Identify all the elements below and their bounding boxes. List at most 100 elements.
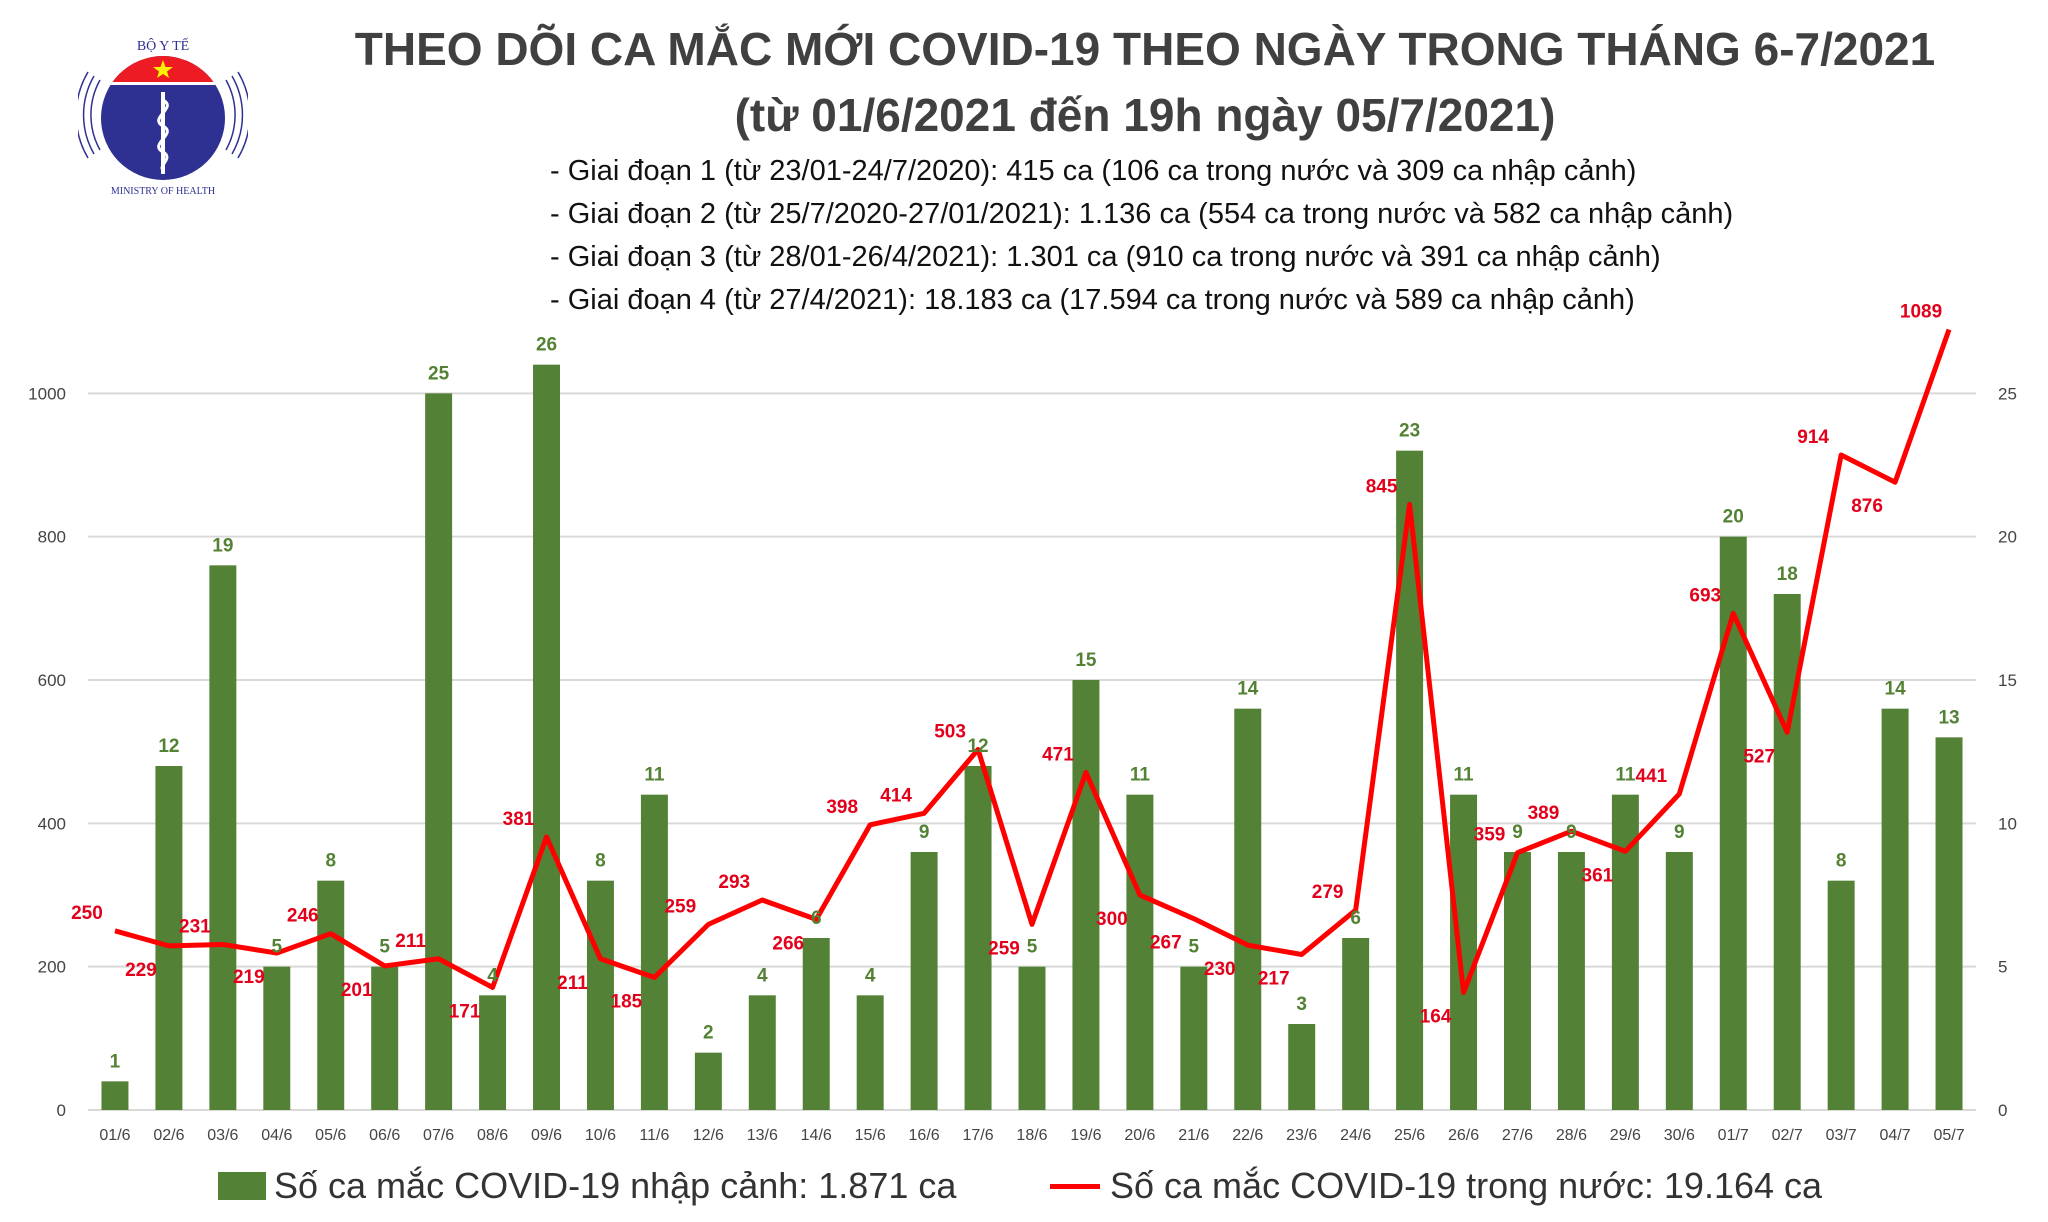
- left-axis-tick: 1000: [28, 384, 66, 403]
- x-axis-tick: 24/6: [1340, 1127, 1371, 1144]
- bar: [694, 1052, 722, 1110]
- right-axis-tick: 15: [1998, 671, 2017, 690]
- line-data-label: 259: [664, 896, 696, 917]
- bar: [155, 766, 183, 1110]
- line-data-label: 259: [988, 938, 1020, 959]
- bar: [1126, 794, 1154, 1110]
- phase-note: - Giai đoạn 2 (từ 25/7/2020-27/01/2021):…: [550, 198, 1734, 230]
- line-data-label: 845: [1366, 476, 1398, 497]
- x-axis-tick: 04/6: [261, 1127, 292, 1144]
- right-axis-tick: 10: [1998, 814, 2017, 833]
- x-axis-tick: 11/6: [639, 1127, 669, 1144]
- line-data-label: 914: [1797, 427, 1829, 448]
- x-axis-tick: 09/6: [531, 1127, 562, 1144]
- bar-data-label: 9: [1512, 822, 1523, 843]
- x-axis-tick: 25/6: [1394, 1127, 1425, 1144]
- x-axis-tick: 21/6: [1178, 1127, 1209, 1144]
- bar: [856, 995, 884, 1110]
- line-data-label: 201: [341, 980, 373, 1001]
- line-data-label: 171: [449, 1001, 481, 1022]
- bar-data-label: 5: [1027, 937, 1038, 958]
- right-axis-tick: 0: [1998, 1101, 2007, 1120]
- bar: [101, 1081, 129, 1110]
- x-axis-tick: 22/6: [1232, 1127, 1263, 1144]
- line-data-label: 300: [1096, 909, 1128, 930]
- line-data-label: 279: [1312, 882, 1344, 903]
- line-data-label: 503: [934, 722, 966, 743]
- bar-data-label: 14: [1885, 679, 1907, 700]
- legend-line-swatch: [1050, 1183, 1100, 1189]
- bar: [1935, 737, 1963, 1110]
- x-axis-tick: 05/7: [1933, 1127, 1964, 1144]
- bar: [425, 393, 453, 1110]
- line-data-label: 414: [880, 785, 912, 806]
- line-data-label: 217: [1258, 968, 1290, 989]
- bar: [1881, 708, 1909, 1110]
- x-axis-tick: 26/6: [1448, 1127, 1479, 1144]
- bar-data-label: 5: [379, 937, 390, 958]
- bar-data-label: 14: [1237, 679, 1259, 700]
- bar-data-label: 18: [1777, 564, 1798, 585]
- bar-data-label: 13: [1938, 707, 1959, 728]
- line-data-label: 389: [1528, 803, 1560, 824]
- svg-text:BỘ Y TẾ: BỘ Y TẾ: [137, 37, 189, 54]
- bar-data-label: 8: [1836, 851, 1847, 872]
- bar: [1018, 966, 1046, 1110]
- bar-data-label: 8: [325, 851, 336, 872]
- bar: [1342, 938, 1370, 1110]
- legend-bar: Số ca mắc COVID-19 nhập cảnh: 1.871 ca: [218, 1165, 956, 1207]
- bar: [371, 966, 399, 1110]
- bar-data-label: 15: [1075, 650, 1097, 671]
- phase-note: - Giai đoạn 3 (từ 28/01-26/4/2021): 1.30…: [550, 241, 1661, 273]
- bar-data-label: 11: [1130, 765, 1151, 786]
- line-data-label: 359: [1474, 825, 1506, 846]
- line-data-label: 211: [557, 973, 588, 994]
- bar-data-label: 9: [1566, 822, 1577, 843]
- phase-note: - Giai đoạn 1 (từ 23/01-24/7/2020): 415 …: [550, 155, 1637, 187]
- line-data-label: 229: [125, 960, 157, 981]
- x-axis-tick: 28/6: [1556, 1127, 1587, 1144]
- line-data-label: 267: [1150, 933, 1182, 954]
- bar: [1557, 852, 1585, 1110]
- bar-data-label: 4: [487, 965, 498, 986]
- bar: [1665, 852, 1693, 1110]
- x-axis-tick: 08/6: [477, 1127, 508, 1144]
- bar: [1288, 1024, 1316, 1110]
- bar: [263, 966, 291, 1110]
- x-axis-tick: 12/6: [693, 1127, 724, 1144]
- legend-bar-swatch: [218, 1172, 266, 1200]
- line-data-label: 876: [1851, 496, 1883, 517]
- domestic-cases-line: [114, 328, 1952, 995]
- line-data-label: 250: [71, 903, 103, 924]
- bar: [317, 880, 345, 1110]
- x-axis-tick: 13/6: [747, 1127, 778, 1144]
- right-axis-tick: 5: [1998, 958, 2007, 977]
- x-axis-tick: 14/6: [801, 1127, 832, 1144]
- legend-line-label: Số ca mắc COVID-19 trong nước: 19.164 ca: [1110, 1165, 1823, 1206]
- left-axis-tick: 0: [57, 1101, 66, 1120]
- x-axis-tick: 02/7: [1772, 1127, 1803, 1144]
- x-axis-tick: 30/6: [1664, 1127, 1695, 1144]
- line-data-label: 441: [1635, 766, 1667, 787]
- bar: [748, 995, 776, 1110]
- left-axis-tick: 400: [38, 814, 66, 833]
- bar-data-label: 25: [428, 363, 450, 384]
- bar-data-label: 12: [967, 736, 988, 757]
- bar: [640, 794, 668, 1110]
- left-axis-tick: 200: [38, 958, 66, 977]
- x-axis-tick: 05/6: [315, 1127, 346, 1144]
- bar-data-label: 11: [1453, 765, 1474, 786]
- bar: [910, 852, 938, 1110]
- x-axis-tick: 01/7: [1718, 1127, 1749, 1144]
- line-data-label: 693: [1689, 585, 1721, 606]
- bar: [1719, 536, 1747, 1110]
- line-data-label: 1089: [1900, 302, 1942, 323]
- bar: [479, 995, 507, 1110]
- x-axis-tick: 29/6: [1610, 1127, 1641, 1144]
- bar: [1827, 880, 1855, 1110]
- bar-data-label: 8: [595, 851, 606, 872]
- chart-subtitle: (từ 01/6/2021 đến 19h ngày 05/7/2021): [734, 89, 1556, 141]
- chart-title: THEO DÕI CA MẮC MỚI COVID-19 THEO NGÀY T…: [354, 23, 1936, 75]
- bar-data-label: 4: [757, 965, 768, 986]
